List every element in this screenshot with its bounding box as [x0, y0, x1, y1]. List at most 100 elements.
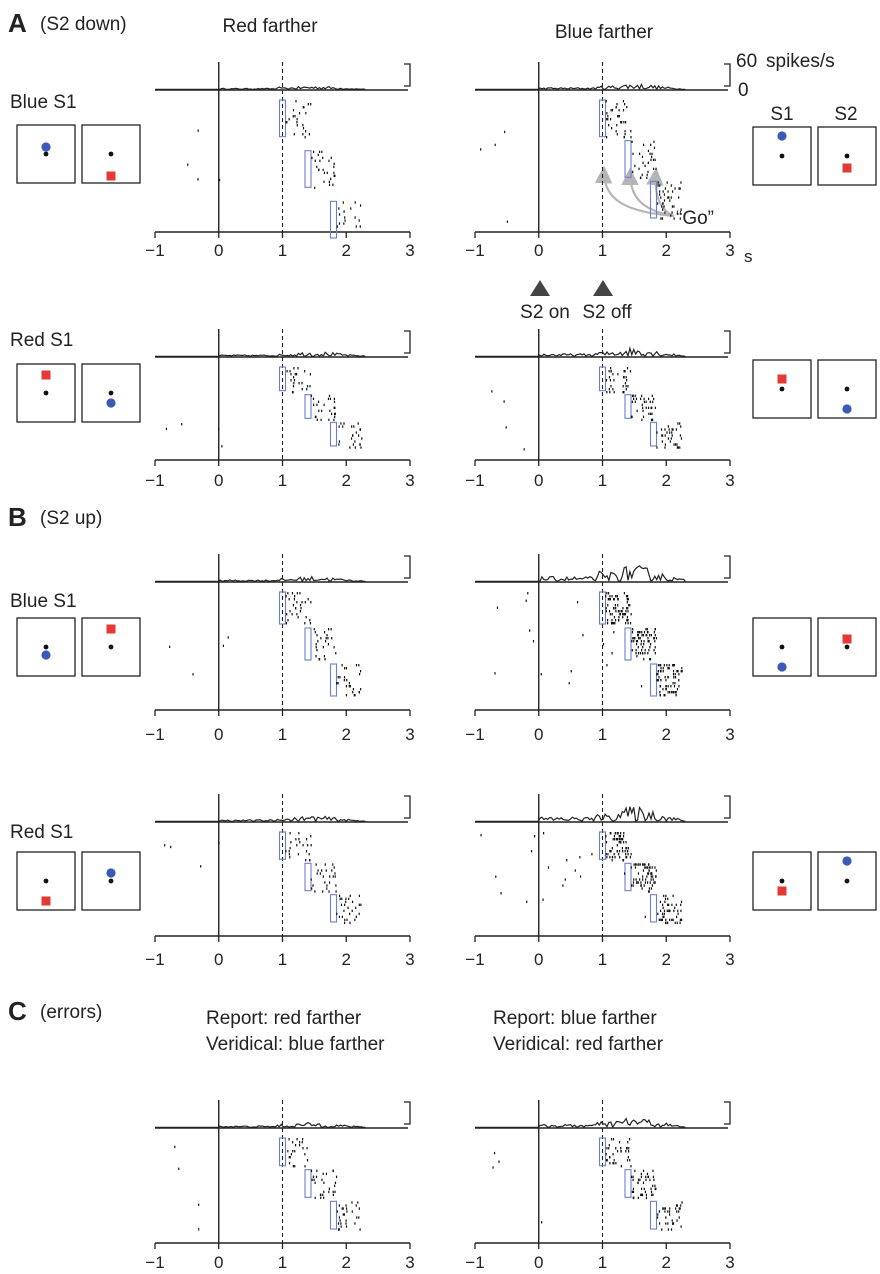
x-tick-label: 0 — [534, 1253, 543, 1272]
fixation-dot — [844, 644, 850, 650]
x-tick-label: −1 — [145, 471, 164, 490]
blue-disc-marker — [106, 398, 116, 408]
x-tick-label: 1 — [598, 471, 607, 490]
x-tick-label: −1 — [145, 241, 164, 260]
raster-panel: −1 0 1 2 3 — [465, 554, 735, 744]
stim-header-s2: S2 — [834, 104, 857, 125]
x-tick-label: 2 — [342, 950, 351, 969]
fixation-dot — [844, 878, 850, 884]
x-tick-label: 2 — [662, 950, 671, 969]
go-marker — [598, 366, 607, 392]
go-marker — [329, 663, 338, 697]
psth-curve — [155, 1121, 366, 1129]
fixation-dot — [43, 644, 49, 650]
blue-disc-marker — [41, 142, 51, 152]
go-marker — [598, 831, 607, 860]
fixation-dot — [43, 878, 49, 884]
psth-scale-bar — [404, 330, 411, 354]
blue-disc-marker — [842, 856, 852, 866]
blue-disc-marker — [106, 868, 116, 878]
fixation-dot — [844, 386, 850, 392]
go-marker — [649, 180, 658, 219]
s2-off-label: S2 off — [582, 302, 632, 323]
go-arrow-3 — [646, 167, 675, 218]
go-marker — [304, 1169, 312, 1198]
go-marker — [329, 894, 338, 923]
fixation-dot — [779, 386, 785, 392]
error-right-veridical: Veridical: red farther — [493, 1034, 664, 1055]
go-marker — [329, 200, 338, 239]
psth-curve — [475, 806, 686, 823]
error-right-report: Report: blue farther — [493, 1008, 657, 1029]
go-label: “Go” — [676, 208, 714, 229]
psth-curve — [475, 346, 686, 358]
psth-curve — [155, 85, 366, 91]
x-tick-label: −1 — [145, 950, 164, 969]
psth-scale-bar — [724, 330, 731, 354]
fixation-dot — [43, 151, 49, 157]
x-tick-label: 1 — [598, 241, 607, 260]
x-tick-label: 1 — [278, 725, 287, 744]
x-tick-label: 0 — [214, 1253, 223, 1272]
fixation-dot — [108, 151, 114, 157]
go-marker — [598, 1137, 607, 1167]
row-label-b-red-s1: Red S1 — [10, 822, 73, 843]
raster-panel: −1 0 1 2 3 — [465, 62, 735, 260]
x-tick-label: 0 — [534, 471, 543, 490]
x-tick-label: 0 — [534, 241, 543, 260]
x-tick-label: 2 — [662, 1253, 671, 1272]
red-square-marker — [777, 886, 787, 896]
raster-panel: −1 0 1 2 3 — [465, 1100, 735, 1272]
raster-panels: −1 0 1 2 3 −1 0 1 2 3 −1 0 1 2 3 −1 0 1 2 3 −1 0 1 2 3 −1 0 1 2 3 −1 0 1… — [145, 62, 735, 1272]
psth-curve — [155, 351, 366, 358]
psth-curve — [475, 1117, 686, 1129]
s2-on-triangle-icon — [530, 280, 550, 296]
psth-curve — [155, 815, 366, 823]
x-tick-label: 2 — [342, 1253, 351, 1272]
x-tick-label: 2 — [662, 725, 671, 744]
blue-disc-marker — [41, 650, 51, 660]
fixation-dot — [43, 390, 49, 396]
red-square-marker — [842, 634, 852, 644]
go-arrow-2 — [621, 167, 675, 218]
x-tick-label: 3 — [405, 725, 414, 744]
x-tick-label: 2 — [342, 471, 351, 490]
go-marker — [624, 862, 632, 892]
fixation-dot — [844, 153, 850, 159]
psth-scale-bar — [404, 555, 411, 579]
x-tick-label: 2 — [662, 471, 671, 490]
raster-panel: −1 0 1 2 3 — [145, 62, 415, 260]
raster-panel: −1 0 1 2 3 — [145, 794, 415, 969]
go-marker — [598, 99, 607, 138]
x-tick-label: 3 — [405, 950, 414, 969]
red-square-marker — [106, 171, 116, 181]
x-tick-label: 3 — [405, 241, 414, 260]
x-tick-label: −1 — [465, 1253, 484, 1272]
red-square-marker — [41, 370, 51, 380]
fixation-dot — [108, 644, 114, 650]
raster-panel: −1 0 1 2 3 — [465, 794, 735, 969]
psth-scale-bar — [404, 63, 411, 87]
section-c-letter: C — [8, 996, 27, 1026]
go-marker — [624, 1169, 632, 1198]
fixation-dot — [108, 390, 114, 396]
scale-bar-unit-label: spikes/s — [766, 51, 835, 72]
x-tick-label: −1 — [465, 725, 484, 744]
go-marker — [278, 591, 287, 625]
x-tick-label: 2 — [342, 725, 351, 744]
row-label-b-blue-s1: Blue S1 — [10, 591, 77, 612]
raster-panel: −1 0 1 2 3 — [145, 554, 415, 744]
go-marker — [278, 366, 287, 392]
x-tick-label: 0 — [214, 241, 223, 260]
go-marker — [304, 627, 312, 661]
section-b-letter: B — [8, 502, 27, 532]
row-label-a-blue-s1: Blue S1 — [10, 92, 77, 113]
error-left-report: Report: red farther — [206, 1008, 362, 1029]
psth-scale-bar — [724, 555, 731, 579]
section-c-header: C (errors) — [8, 996, 102, 1026]
x-tick-label: 0 — [214, 725, 223, 744]
x-tick-label: 3 — [405, 471, 414, 490]
x-tick-label: 1 — [278, 950, 287, 969]
time-unit-label: s — [744, 247, 753, 266]
stimulus-boxes — [16, 124, 877, 911]
